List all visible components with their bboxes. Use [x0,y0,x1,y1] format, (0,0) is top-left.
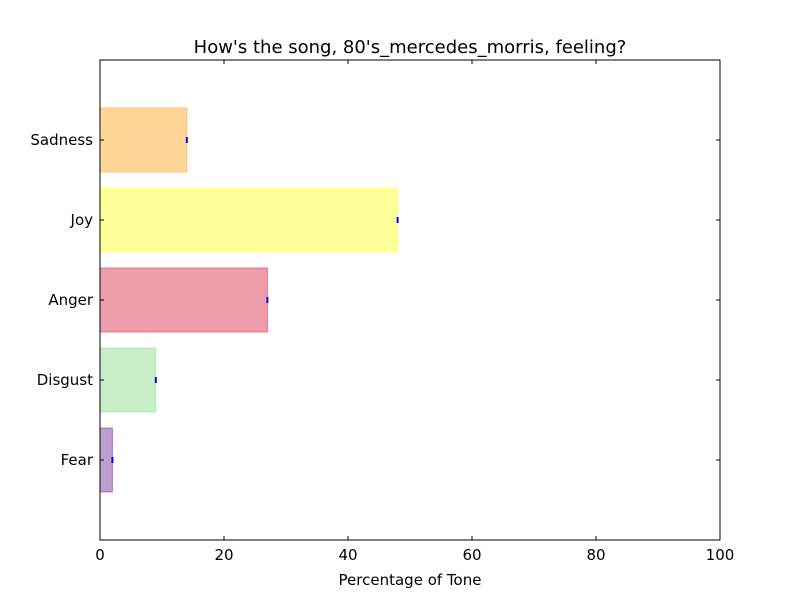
x-axis-label: Percentage of Tone [339,571,482,589]
bar-disgust [99,347,157,413]
y-tick-label-anger: Anger [48,291,94,309]
error-marks-group [111,137,399,463]
x-tick-label-20: 20 [214,546,233,564]
bars-group [99,107,399,493]
x-tick-label-60: 60 [462,546,481,564]
bar-anger [99,267,268,333]
y-tick-label-joy: Joy [70,211,94,229]
chart-title: How's the song, 80's_mercedes_morris, fe… [194,37,627,58]
y-tick-label-sadness: Sadness [30,131,93,149]
y-tick-label-disgust: Disgust [37,371,93,389]
x-tick-label-0: 0 [95,546,105,564]
y-axis-ticks: Fear Disgust Anger Joy Sadness [30,131,720,469]
x-tick-label-40: 40 [338,546,357,564]
y-tick-label-fear: Fear [61,451,94,469]
x-tick-label-80: 80 [586,546,605,564]
bar-joy [99,187,399,253]
bar-sadness [99,107,188,173]
x-tick-label-100: 100 [706,546,735,564]
x-axis-ticks: 0 20 40 60 80 100 [95,60,734,564]
